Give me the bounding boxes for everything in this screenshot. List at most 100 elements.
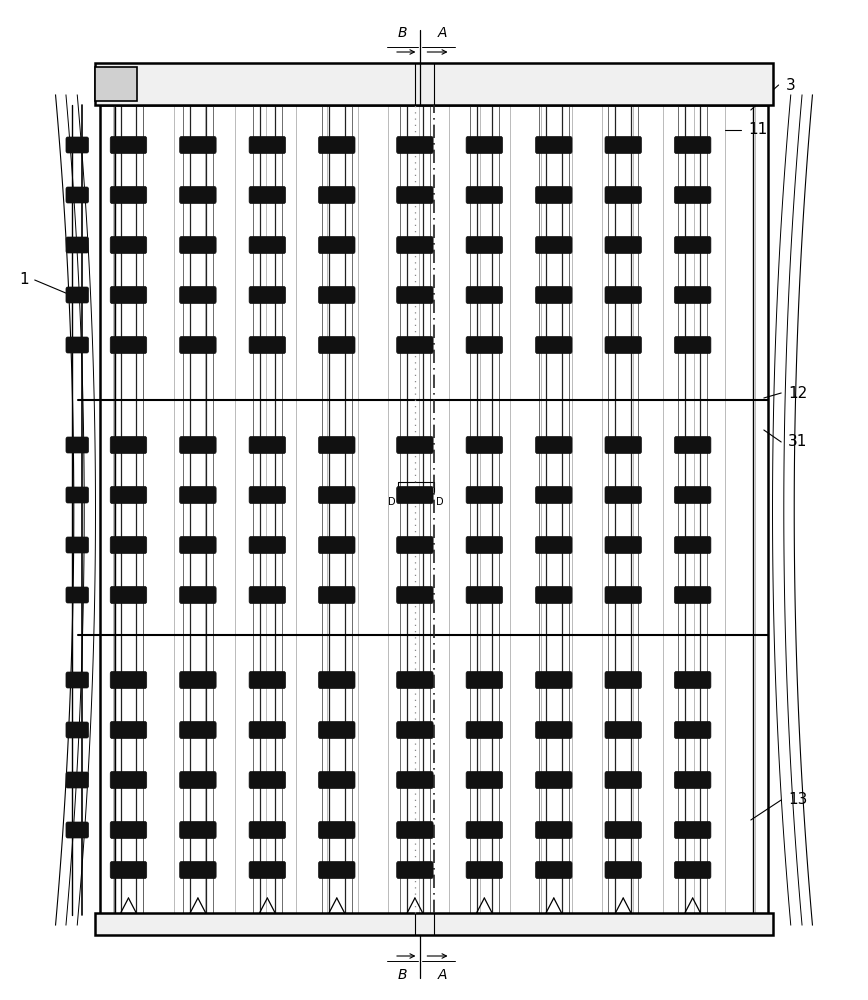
Text: D: D [388,497,396,507]
FancyBboxPatch shape [110,236,147,253]
FancyBboxPatch shape [466,436,503,453]
FancyBboxPatch shape [605,672,641,688]
FancyBboxPatch shape [674,136,711,153]
FancyBboxPatch shape [674,822,711,838]
FancyBboxPatch shape [249,772,286,788]
FancyBboxPatch shape [674,861,711,879]
FancyBboxPatch shape [536,436,572,453]
FancyBboxPatch shape [466,672,503,688]
FancyBboxPatch shape [180,186,216,203]
FancyBboxPatch shape [66,287,89,303]
FancyBboxPatch shape [466,536,503,554]
FancyBboxPatch shape [397,861,433,879]
FancyBboxPatch shape [66,237,89,253]
FancyBboxPatch shape [674,487,711,504]
FancyBboxPatch shape [66,437,89,453]
FancyBboxPatch shape [674,672,711,688]
FancyBboxPatch shape [397,436,433,453]
FancyBboxPatch shape [397,772,433,788]
Text: 1: 1 [19,272,29,288]
FancyBboxPatch shape [249,236,286,253]
FancyBboxPatch shape [249,336,286,353]
FancyBboxPatch shape [66,722,89,738]
FancyBboxPatch shape [66,822,89,838]
FancyBboxPatch shape [180,236,216,253]
FancyBboxPatch shape [605,286,641,304]
FancyBboxPatch shape [536,672,572,688]
FancyBboxPatch shape [674,236,711,253]
FancyBboxPatch shape [66,672,89,688]
FancyBboxPatch shape [397,487,433,504]
Bar [95,67,137,101]
FancyBboxPatch shape [536,722,572,738]
FancyBboxPatch shape [110,772,147,788]
FancyBboxPatch shape [319,772,355,788]
FancyBboxPatch shape [110,336,147,353]
FancyBboxPatch shape [466,186,503,203]
FancyBboxPatch shape [466,236,503,253]
FancyBboxPatch shape [66,537,89,553]
Text: 12: 12 [788,385,807,400]
FancyBboxPatch shape [466,336,503,353]
FancyBboxPatch shape [605,772,641,788]
Text: 13: 13 [788,792,807,808]
FancyBboxPatch shape [319,186,355,203]
FancyBboxPatch shape [466,861,503,879]
FancyBboxPatch shape [536,772,572,788]
FancyBboxPatch shape [180,336,216,353]
FancyBboxPatch shape [605,136,641,153]
FancyBboxPatch shape [319,822,355,838]
Bar [95,913,773,935]
FancyBboxPatch shape [466,822,503,838]
FancyBboxPatch shape [674,536,711,554]
FancyBboxPatch shape [110,286,147,304]
FancyBboxPatch shape [249,186,286,203]
FancyBboxPatch shape [674,186,711,203]
FancyBboxPatch shape [536,186,572,203]
FancyBboxPatch shape [66,337,89,353]
Text: 31: 31 [788,434,807,450]
Bar [95,63,773,105]
FancyBboxPatch shape [536,822,572,838]
Text: A: A [437,26,447,40]
FancyBboxPatch shape [180,487,216,504]
FancyBboxPatch shape [249,672,286,688]
FancyBboxPatch shape [397,586,433,603]
FancyBboxPatch shape [110,586,147,603]
FancyBboxPatch shape [180,536,216,554]
FancyBboxPatch shape [536,586,572,603]
FancyBboxPatch shape [249,286,286,304]
FancyBboxPatch shape [319,236,355,253]
Text: 11: 11 [748,122,767,137]
FancyBboxPatch shape [466,136,503,153]
FancyBboxPatch shape [674,286,711,304]
FancyBboxPatch shape [66,587,89,603]
Text: 3: 3 [786,78,795,93]
FancyBboxPatch shape [110,822,147,838]
FancyBboxPatch shape [249,586,286,603]
FancyBboxPatch shape [536,487,572,504]
FancyBboxPatch shape [249,861,286,879]
FancyBboxPatch shape [397,286,433,304]
FancyBboxPatch shape [110,861,147,879]
FancyBboxPatch shape [536,861,572,879]
FancyBboxPatch shape [180,586,216,603]
FancyBboxPatch shape [536,236,572,253]
FancyBboxPatch shape [466,772,503,788]
FancyBboxPatch shape [397,822,433,838]
FancyBboxPatch shape [319,286,355,304]
FancyBboxPatch shape [536,286,572,304]
FancyBboxPatch shape [319,586,355,603]
FancyBboxPatch shape [397,722,433,738]
FancyBboxPatch shape [180,772,216,788]
FancyBboxPatch shape [180,136,216,153]
FancyBboxPatch shape [180,672,216,688]
FancyBboxPatch shape [66,187,89,203]
FancyBboxPatch shape [180,861,216,879]
FancyBboxPatch shape [110,436,147,453]
FancyBboxPatch shape [397,186,433,203]
FancyBboxPatch shape [605,436,641,453]
FancyBboxPatch shape [397,672,433,688]
FancyBboxPatch shape [319,136,355,153]
FancyBboxPatch shape [605,487,641,504]
